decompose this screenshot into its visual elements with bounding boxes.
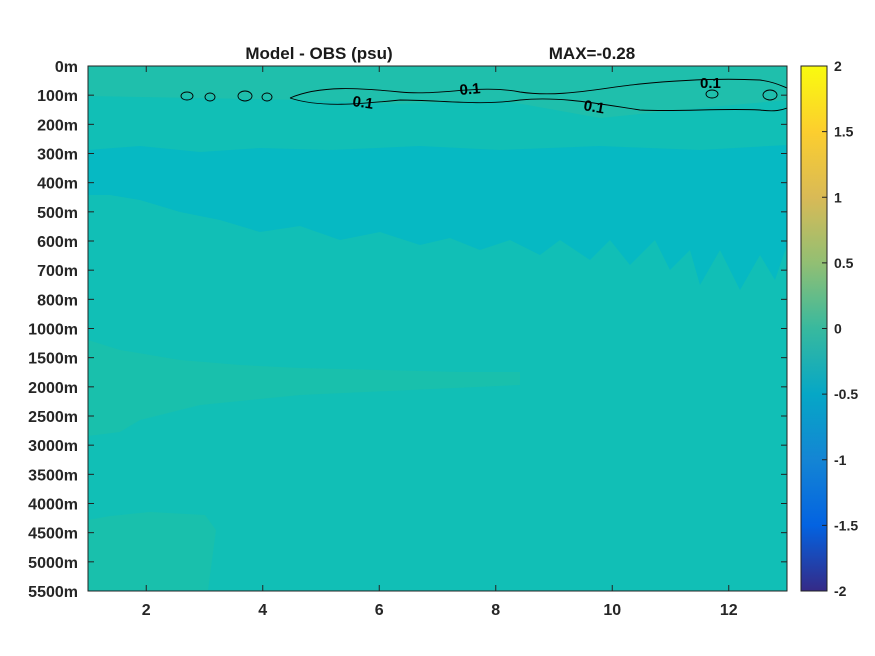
colorbar-tick-label: -1.5: [834, 517, 858, 533]
y-tick-label: 2000m: [28, 380, 78, 397]
x-axis: 2 4 6 8 10 12: [142, 66, 738, 619]
colorbar-tick-label: 0.5: [834, 255, 854, 271]
contour-label-3: 0.1: [582, 97, 605, 117]
contour-label-4: 0.1: [700, 75, 721, 92]
y-tick-label: 3500m: [28, 467, 78, 484]
colorbar-tick-label: 0: [834, 321, 842, 337]
x-tick-label: 2: [142, 602, 151, 619]
x-tick-label: 12: [720, 602, 738, 619]
y-axis: 0m 100m 200m 300m 400m 500m 600m 700m 800m 1000m 1…: [28, 59, 787, 601]
x-tick-label: 6: [375, 602, 384, 619]
y-tick-label: 5500m: [28, 584, 78, 601]
colorbar-axis: 2 1.5 1 0.5 0 -0.5 -1 -1.5 -2: [822, 58, 858, 599]
heatmap-area: 0.1 0.1 0.1 0.1: [88, 66, 787, 591]
colorbar-tick-label: 1: [834, 189, 842, 205]
y-tick-label: 5000m: [28, 555, 78, 572]
y-tick-label: 4500m: [28, 526, 78, 543]
y-tick-label: 1500m: [28, 351, 78, 368]
y-tick-label: 100m: [37, 88, 78, 105]
y-tick-label: 800m: [37, 292, 78, 309]
heatmap-background: [88, 66, 787, 591]
y-tick-label: 200m: [37, 117, 78, 134]
x-tick-label: 4: [258, 602, 267, 619]
y-tick-label: 4000m: [28, 497, 78, 514]
x-tick-label: 8: [491, 602, 500, 619]
colorbar-tick-label: 1.5: [834, 124, 854, 140]
colorbar-tick-label: -1: [834, 452, 847, 468]
y-tick-label: 0m: [55, 59, 78, 76]
max-label: MAX=-0.28: [549, 44, 635, 63]
x-tick-label: 10: [603, 602, 621, 619]
contour-lines: [180, 78, 787, 112]
y-tick-label: 2500m: [28, 409, 78, 426]
contour-label-1: 0.1: [351, 93, 374, 113]
chart-title: Model - OBS (psu): [245, 44, 392, 63]
y-tick-label: 600m: [37, 234, 78, 251]
colorbar-tick-label: -0.5: [834, 386, 858, 402]
y-tick-label: 1000m: [28, 322, 78, 339]
y-tick-label: 500m: [37, 205, 78, 222]
contour-label-2: 0.1: [459, 80, 481, 99]
colorbar-tick-label: 2: [834, 58, 842, 74]
y-tick-label: 700m: [37, 263, 78, 280]
y-tick-label: 300m: [37, 147, 78, 164]
heatmap-region-deep-left: [88, 340, 520, 590]
heatmap-region-upper-band: [88, 145, 787, 290]
colorbar-tick-label: -2: [834, 583, 847, 599]
y-tick-label: 400m: [37, 176, 78, 193]
y-tick-label: 3000m: [28, 438, 78, 455]
